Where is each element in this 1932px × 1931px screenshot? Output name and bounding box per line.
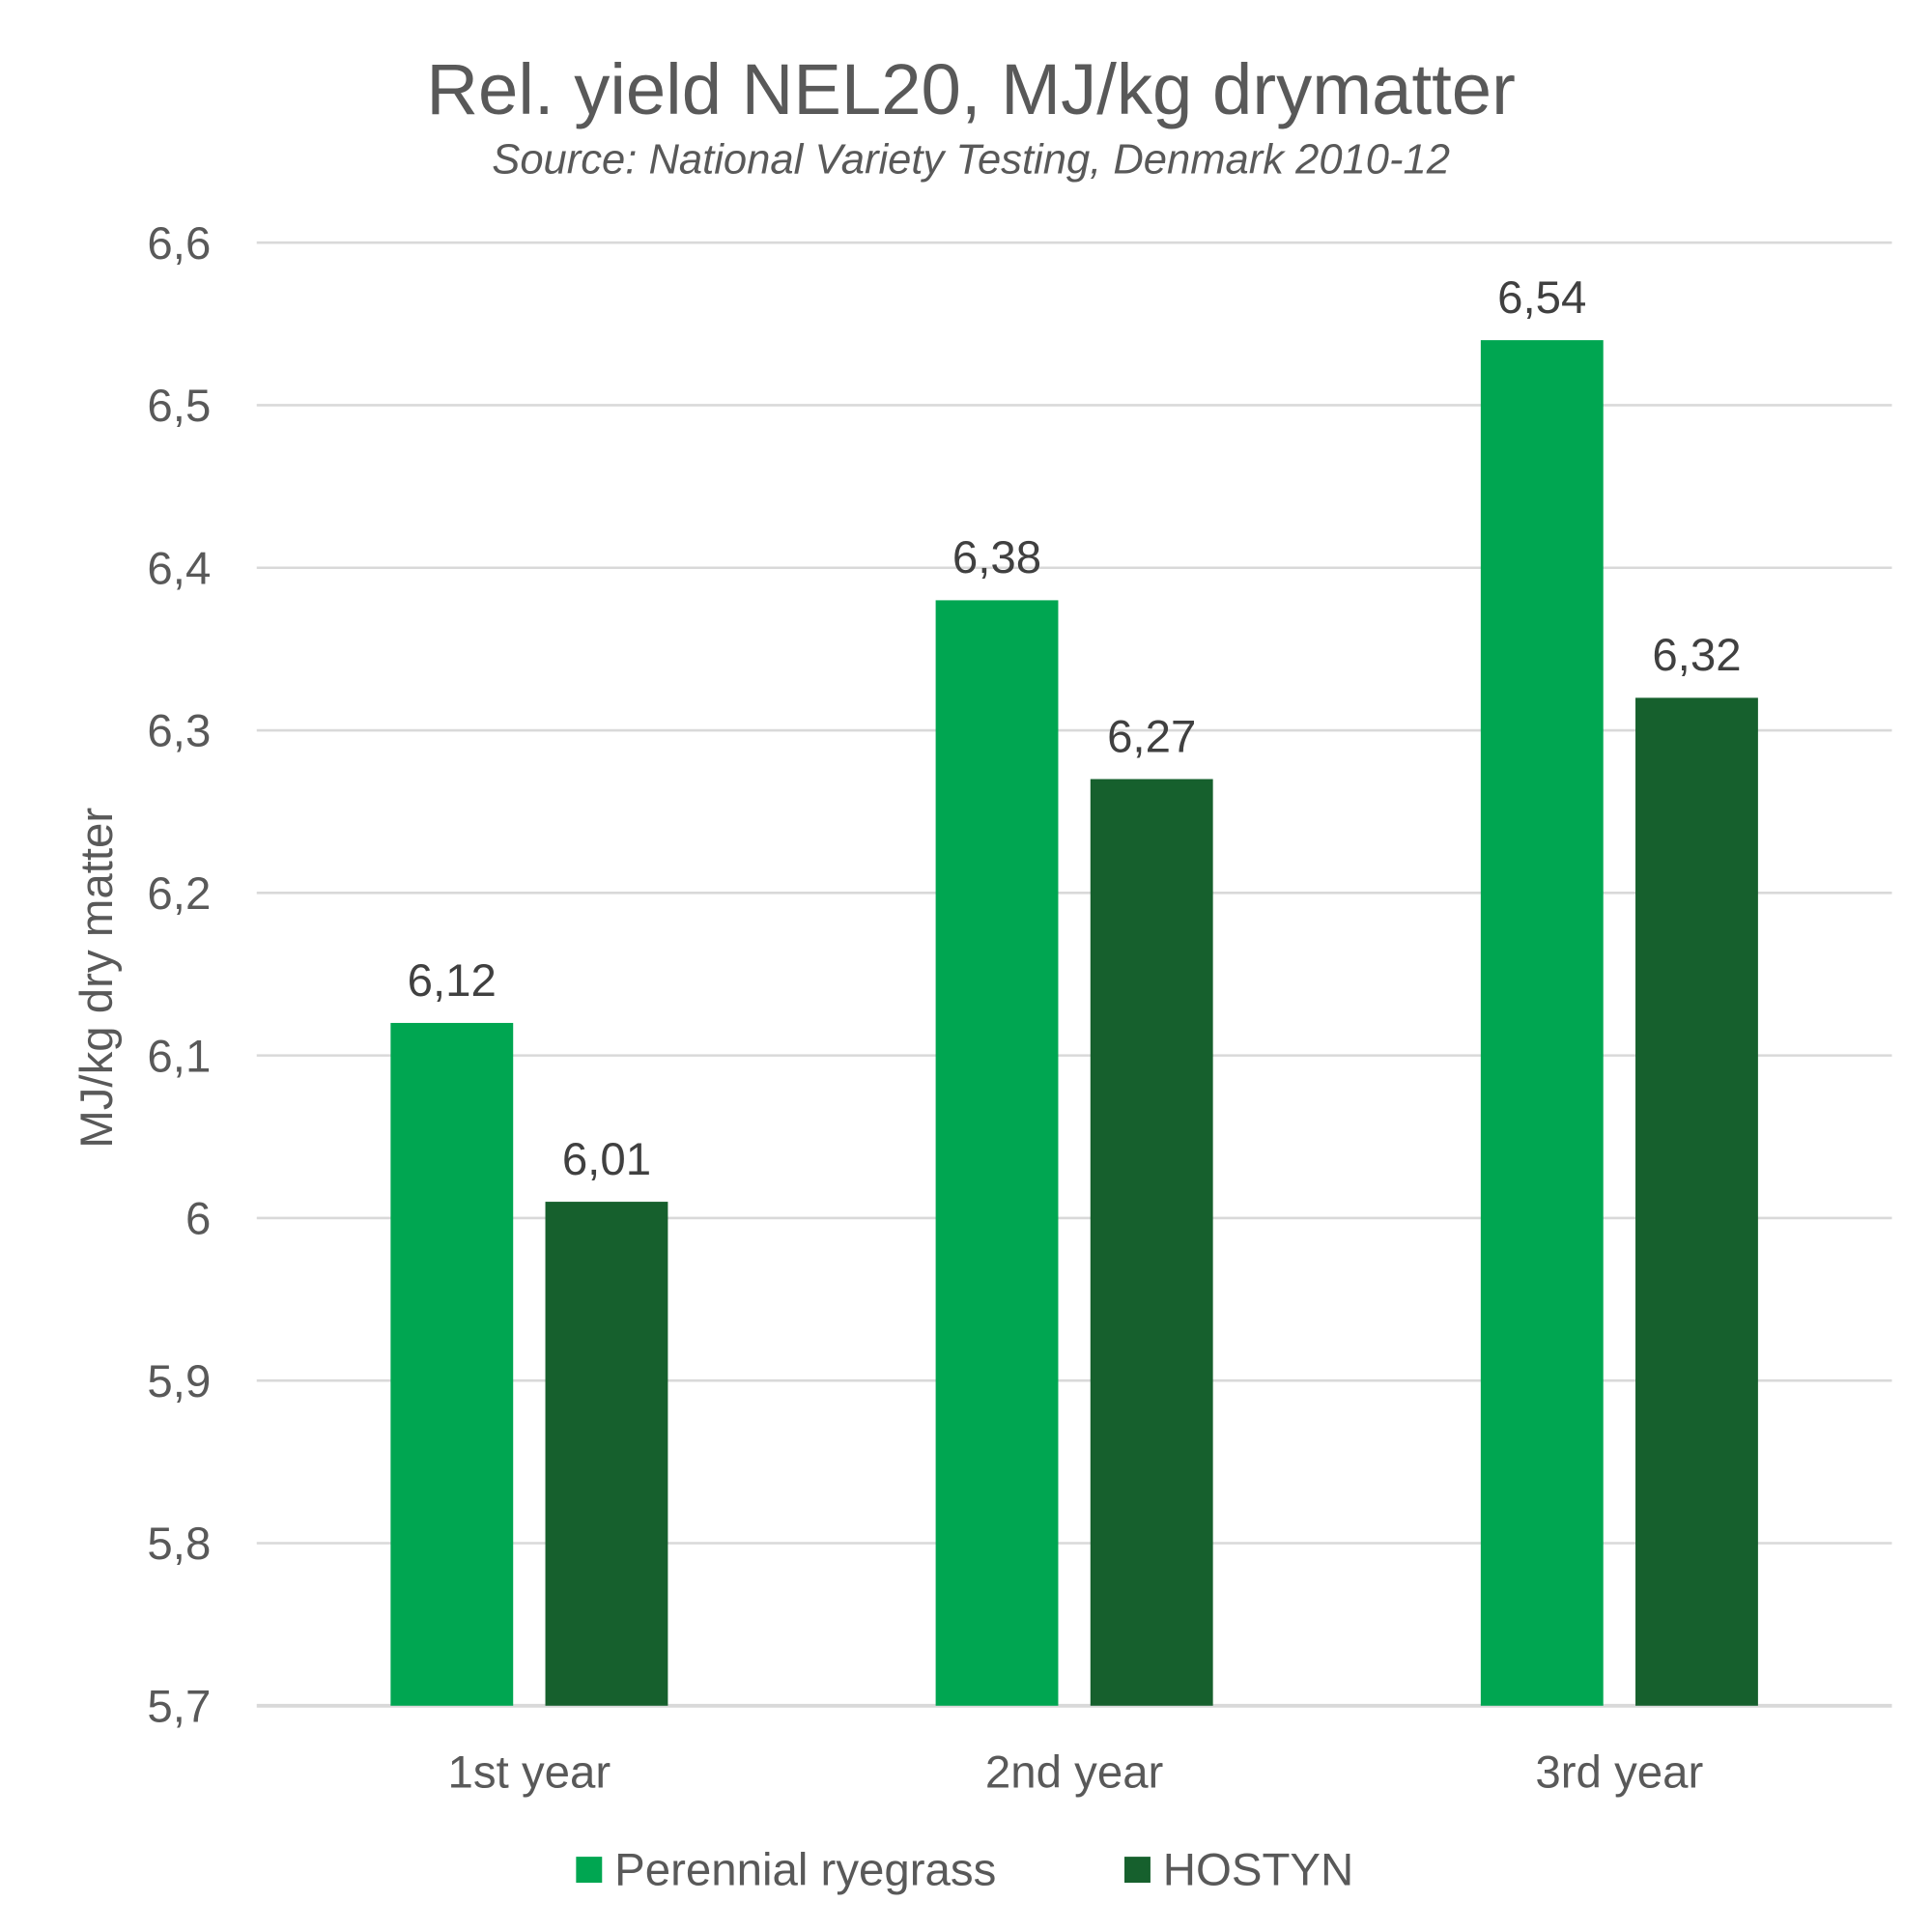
bar-perennial-ryegrass xyxy=(935,600,1059,1706)
data-label: 6,01 xyxy=(562,1134,651,1185)
bar-hostyn xyxy=(1090,779,1213,1706)
bar-perennial-ryegrass xyxy=(1480,340,1604,1706)
legend: Perennial ryegrass HOSTYN xyxy=(576,1845,1353,1896)
y-tick-label: 5,8 xyxy=(147,1519,211,1570)
y-tick-label: 6 xyxy=(185,1194,211,1245)
legend-swatch xyxy=(1124,1857,1151,1884)
legend-label: Perennial ryegrass xyxy=(614,1845,996,1896)
data-label: 6,12 xyxy=(408,955,497,1007)
bar-hostyn xyxy=(545,1202,668,1706)
chart-subtitle: Source: National Variety Testing, Denmar… xyxy=(492,136,1450,183)
data-label: 6,38 xyxy=(952,532,1041,583)
y-tick-label: 5,7 xyxy=(147,1681,211,1732)
chart-title: Rel. yield NEL20, MJ/kg drymatter xyxy=(426,49,1515,129)
x-tick-label: 3rd year xyxy=(1535,1746,1703,1798)
y-tick-label: 6,3 xyxy=(147,706,211,757)
x-tick-label: 2nd year xyxy=(985,1746,1164,1798)
bar-hostyn xyxy=(1635,697,1758,1706)
y-tick-label: 6,4 xyxy=(147,543,211,594)
bar-perennial-ryegrass xyxy=(390,1022,514,1706)
legend-label: HOSTYN xyxy=(1163,1845,1354,1896)
legend-swatch xyxy=(576,1857,603,1884)
data-label: 6,27 xyxy=(1107,711,1196,762)
y-tick-label: 5,9 xyxy=(147,1356,211,1407)
y-tick-label: 6,2 xyxy=(147,868,211,920)
y-axis-label: MJ/kg dry matter xyxy=(71,808,123,1149)
y-tick-label: 6,5 xyxy=(147,381,211,432)
data-label: 6,32 xyxy=(1652,630,1741,681)
y-tick-label: 6,6 xyxy=(147,218,211,270)
data-label: 6,54 xyxy=(1497,272,1586,324)
y-tick-label: 6,1 xyxy=(147,1031,211,1082)
x-tick-label: 1st year xyxy=(448,1746,611,1798)
